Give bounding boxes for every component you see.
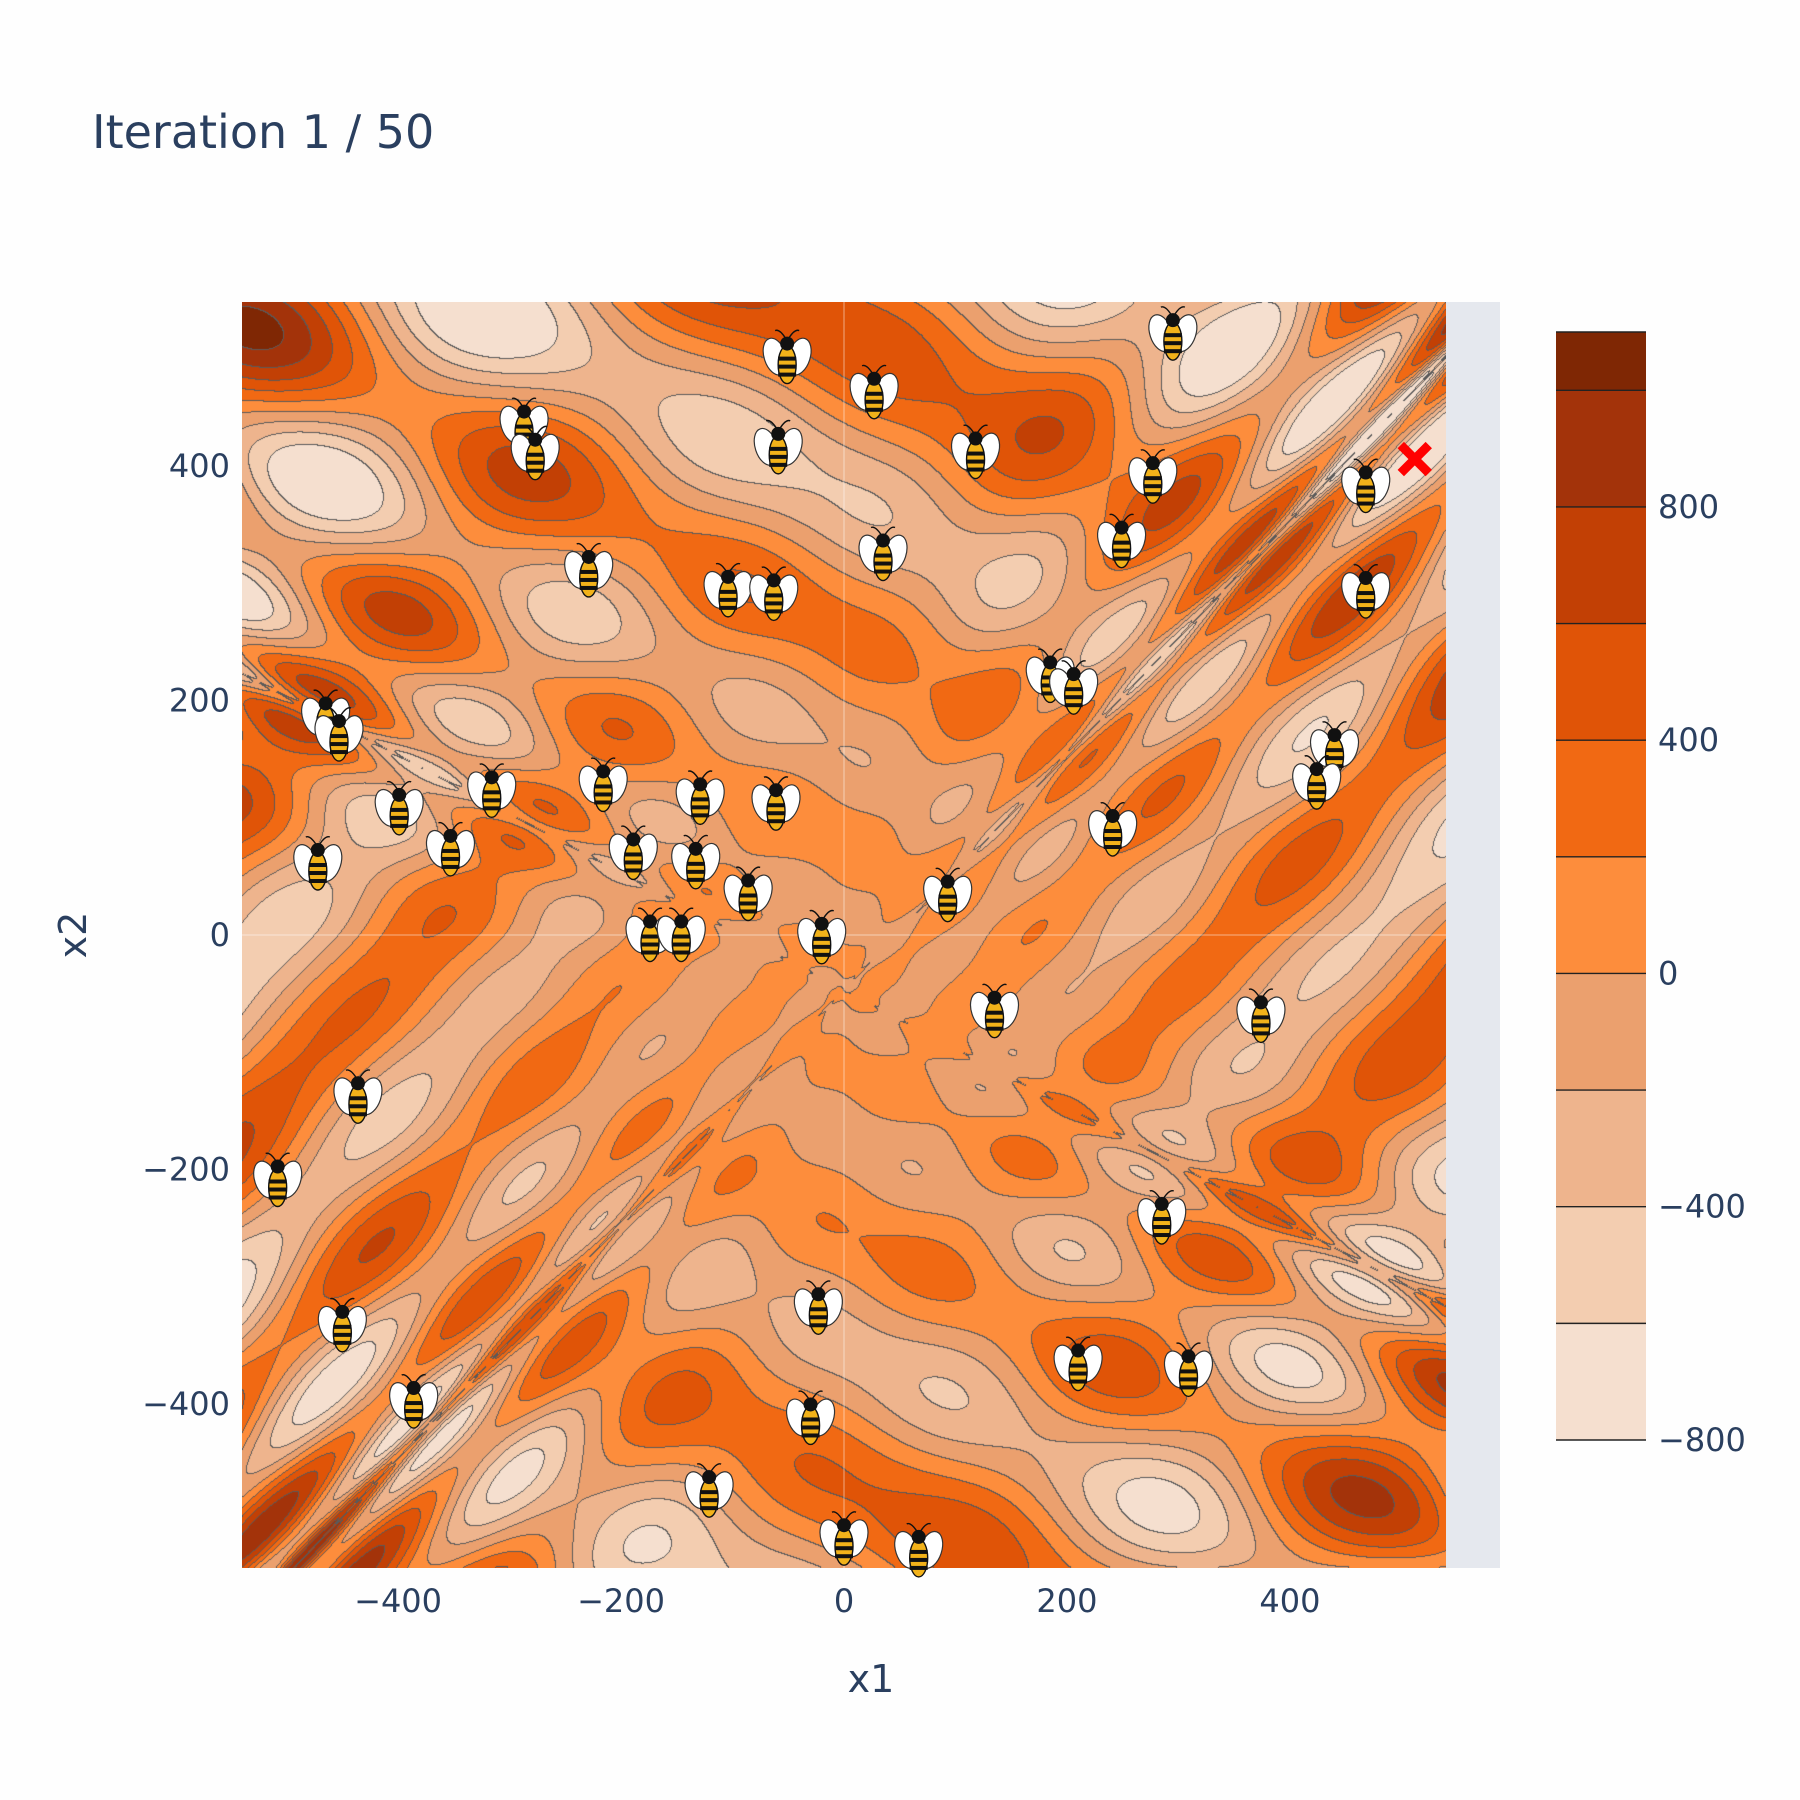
best-position-marker xyxy=(1397,441,1432,477)
y-tick-label: 400 xyxy=(169,447,230,485)
colorbar-tick-label: −400 xyxy=(1658,1188,1746,1226)
colorbar-band xyxy=(1556,973,1646,1091)
x-tick-label: 400 xyxy=(1259,1582,1320,1620)
x-tick-label: 0 xyxy=(834,1582,854,1620)
colorbar-band xyxy=(1556,506,1646,624)
colorbar-band xyxy=(1556,623,1646,741)
colorbar-tick-label: 400 xyxy=(1658,721,1719,759)
x-axis-ticks: −400 −200 0 200 400 xyxy=(354,1582,1320,1620)
colorbar-band xyxy=(1556,740,1646,857)
colorbar-band xyxy=(1556,1323,1646,1440)
y-axis-label: x2 xyxy=(51,912,95,959)
colorbar-tick-label: 0 xyxy=(1658,954,1678,992)
colorbar-band xyxy=(1556,856,1646,974)
x-tick-label: 200 xyxy=(1036,1582,1097,1620)
colorbar-tick-label: 800 xyxy=(1658,488,1719,526)
y-axis-ticks: −400 −200 0 200 400 xyxy=(142,447,230,1423)
colorbar-band xyxy=(1556,1206,1646,1324)
best-x-icon xyxy=(1397,441,1432,477)
y-tick-label: 0 xyxy=(210,916,230,954)
y-tick-label: 200 xyxy=(169,682,230,720)
chart-title: Iteration 1 / 50 xyxy=(92,105,434,159)
x-tick-label: −200 xyxy=(577,1582,665,1620)
colorbar-band xyxy=(1556,390,1646,507)
x-tick-label: −400 xyxy=(354,1582,442,1620)
colorbar: −800 −400 0 400 800 xyxy=(1556,331,1746,1459)
colorbar-band xyxy=(1556,1090,1646,1207)
x-axis-label: x1 xyxy=(848,1657,895,1701)
y-tick-label: −400 xyxy=(142,1385,230,1423)
colorbar-band xyxy=(1556,332,1646,391)
colorbar-tick-label: −800 xyxy=(1658,1421,1746,1459)
y-tick-label: −200 xyxy=(142,1150,230,1188)
